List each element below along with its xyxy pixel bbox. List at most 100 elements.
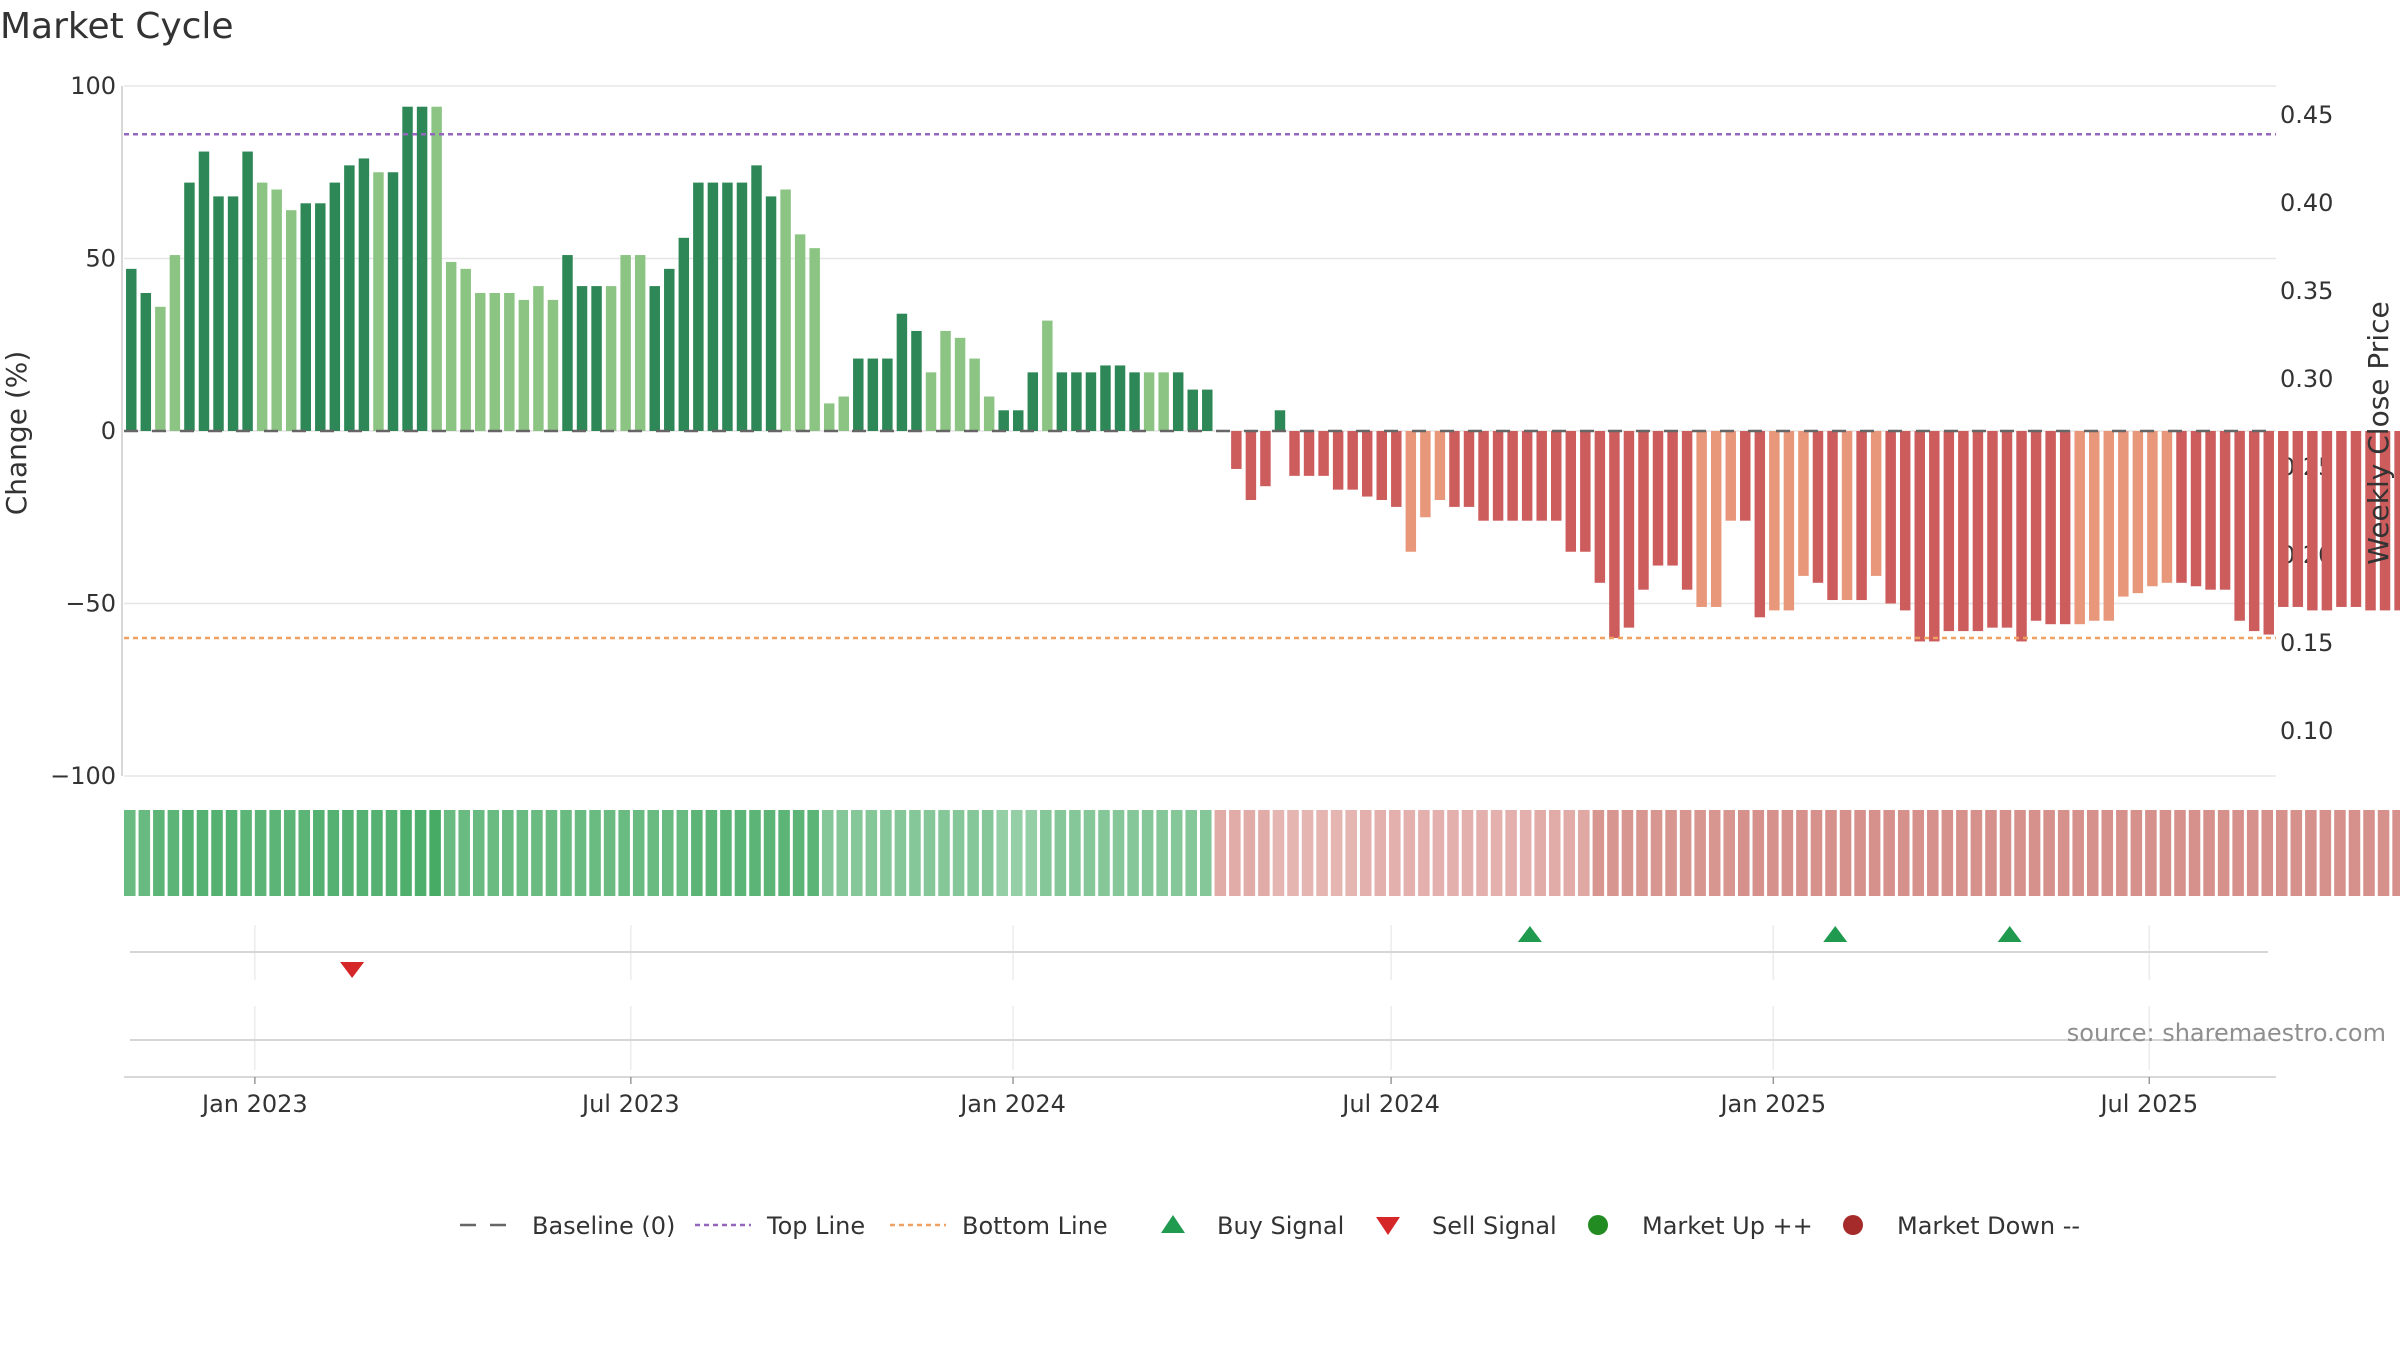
change-bar	[547, 299, 559, 431]
change-bar	[1943, 431, 1955, 632]
change-bar	[227, 196, 239, 431]
strength-cell	[1243, 810, 1256, 896]
legend-item: Top Line	[695, 1212, 865, 1240]
change-bar	[1551, 431, 1562, 521]
strength-cell	[1941, 810, 1954, 896]
change-bar	[1085, 372, 1097, 431]
legend-circle-swatch	[1843, 1215, 1863, 1235]
change-bar	[1231, 431, 1242, 469]
strength-cell	[778, 810, 790, 896]
strength-cell	[734, 810, 747, 896]
strength-cell	[1418, 810, 1430, 896]
change-bar	[1463, 431, 1475, 507]
change-bar	[2176, 431, 2187, 583]
change-bar	[707, 182, 719, 431]
strength-cell	[472, 810, 485, 896]
change-bar	[896, 313, 908, 431]
change-bar	[1245, 431, 1257, 500]
change-bar	[358, 158, 370, 431]
strength-cell	[1796, 810, 1808, 896]
change-bar	[809, 248, 820, 431]
x-tick-label: Jan 2024	[958, 1090, 1066, 1118]
change-bar	[198, 151, 210, 432]
strength-cell	[1985, 810, 1997, 896]
legend-label: Buy Signal	[1217, 1212, 1344, 1240]
strength-cell	[865, 810, 878, 896]
strength-cell	[502, 810, 514, 896]
strength-cell	[1694, 810, 1706, 896]
left-axis-title: Change (%)	[0, 351, 33, 516]
strength-cell	[1010, 810, 1023, 896]
x-tick-label: Jan 2025	[1718, 1090, 1826, 1118]
strength-cell	[836, 810, 849, 896]
change-bar	[1929, 431, 1940, 642]
change-bar	[1391, 431, 1402, 507]
strength-cell	[2377, 810, 2390, 896]
y-tick-label-right: 0.45	[2280, 101, 2333, 129]
strength-cell	[1200, 810, 1212, 896]
change-bar	[1521, 431, 1533, 521]
change-bar	[1565, 431, 1577, 552]
change-bar	[2307, 431, 2318, 611]
strength-cell	[2363, 810, 2375, 896]
change-bar	[649, 286, 660, 431]
legend-label: Top Line	[766, 1212, 865, 1240]
change-bar	[1899, 431, 1911, 611]
change-bar	[2030, 431, 2042, 621]
strength-cell	[254, 810, 267, 896]
legend-label: Market Up ++	[1642, 1212, 1813, 1240]
change-bar	[1434, 431, 1446, 500]
strength-cell	[458, 810, 470, 896]
change-bar	[911, 330, 922, 431]
change-bar	[1696, 431, 1707, 607]
change-bar	[2248, 431, 2260, 632]
legend-item: Market Up ++	[1588, 1212, 1813, 1240]
change-bar	[2205, 431, 2216, 590]
change-bar	[1187, 389, 1198, 431]
strength-cell	[894, 810, 907, 896]
x-axis: Jan 2023 Jul 2023 Jan 2024 Jul 2024 Jan 2025…	[124, 1076, 2276, 1118]
change-bar	[882, 358, 893, 431]
change-bar	[1609, 431, 1620, 638]
change-bar	[1958, 431, 1969, 632]
signal-panel	[130, 925, 2268, 1070]
strength-cell	[1883, 810, 1895, 896]
strength-cell	[1927, 810, 1939, 896]
change-bar	[242, 151, 253, 432]
y-tick-label-right: 0.35	[2280, 277, 2333, 305]
legend-item: Market Down --	[1843, 1212, 2080, 1240]
strength-cell	[1316, 810, 1328, 896]
change-bar	[620, 255, 631, 431]
strength-cell	[2217, 810, 2230, 896]
strength-cell	[1098, 810, 1110, 896]
strength-cell	[763, 810, 776, 896]
change-bar	[853, 358, 864, 431]
strength-cell	[1214, 810, 1227, 896]
strength-cell	[356, 810, 369, 896]
strength-cell	[560, 810, 572, 896]
legend-item: Baseline (0)	[460, 1212, 675, 1240]
strength-cell	[647, 810, 659, 896]
strength-cell	[1054, 810, 1067, 896]
strength-cell	[2232, 810, 2244, 896]
change-bar	[2394, 431, 2400, 611]
strength-cell	[1287, 810, 1299, 896]
strength-cell	[153, 810, 165, 896]
change-bar	[1361, 431, 1373, 497]
change-bar	[475, 293, 486, 431]
strength-cell	[1999, 810, 2012, 896]
change-bar	[1158, 372, 1169, 431]
strength-cell	[1156, 810, 1168, 896]
strength-cell	[1403, 810, 1416, 896]
change-bar	[1449, 431, 1460, 507]
strength-cell	[1708, 810, 1721, 896]
strength-cell	[1359, 810, 1372, 896]
legend-label: Baseline (0)	[532, 1212, 675, 1240]
strength-cell	[1505, 810, 1517, 896]
change-bar	[213, 196, 224, 431]
change-bar	[2132, 431, 2144, 594]
strength-cell	[1272, 810, 1285, 896]
change-bar	[2278, 431, 2289, 607]
strength-cell	[1185, 810, 1197, 896]
change-bar	[445, 261, 457, 431]
